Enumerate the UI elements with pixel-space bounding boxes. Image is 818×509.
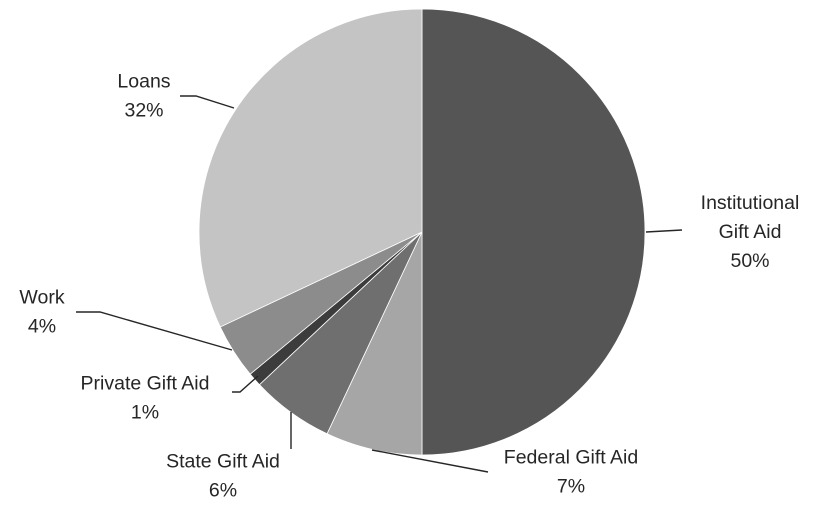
slice-value-label: 50% <box>730 250 769 272</box>
leader-line-federal-gift-aid <box>371 449 489 473</box>
slice-label-private-gift-aid: Private Gift Aid 1% <box>81 373 210 424</box>
slice-label-loans: Loans 32% <box>117 71 170 122</box>
slice-label-work: Work 4% <box>19 287 64 338</box>
slice-name-label: Private Gift Aid <box>81 373 210 395</box>
leader-line-loans <box>180 95 235 109</box>
slice-value-label: 7% <box>557 476 585 498</box>
slice-value-label: 4% <box>28 316 56 338</box>
leader-line-institutional-gift-aid <box>645 229 683 233</box>
slice-label-state-gift-aid: State Gift Aid 6% <box>166 451 280 502</box>
leader-line-work <box>76 311 233 351</box>
slice-name-label: Loans <box>117 71 170 93</box>
slice-value-label: 6% <box>209 480 237 502</box>
slice-name-label: Gift Aid <box>719 221 782 243</box>
slice-label-federal-gift-aid: Federal Gift Aid 7% <box>504 447 638 498</box>
slice-name-label: Work <box>19 287 64 309</box>
leader-lines <box>76 95 683 473</box>
slice-labels: Institutional Gift Aid 50% Federal Gift Aid… <box>19 71 799 502</box>
slice-name-label: State Gift Aid <box>166 451 280 473</box>
pie-slice-institutional-gift-aid <box>421 8 646 456</box>
slice-value-label: 32% <box>124 100 163 122</box>
pie-slices <box>198 8 646 456</box>
slice-name-label: Federal Gift Aid <box>504 447 638 469</box>
leader-line-private-gift-aid <box>232 375 259 393</box>
slice-name-label: Institutional <box>701 192 800 214</box>
slice-label-institutional-gift-aid: Institutional Gift Aid 50% <box>701 192 800 272</box>
pie-slice-loans <box>198 8 423 328</box>
slice-value-label: 1% <box>131 402 159 424</box>
